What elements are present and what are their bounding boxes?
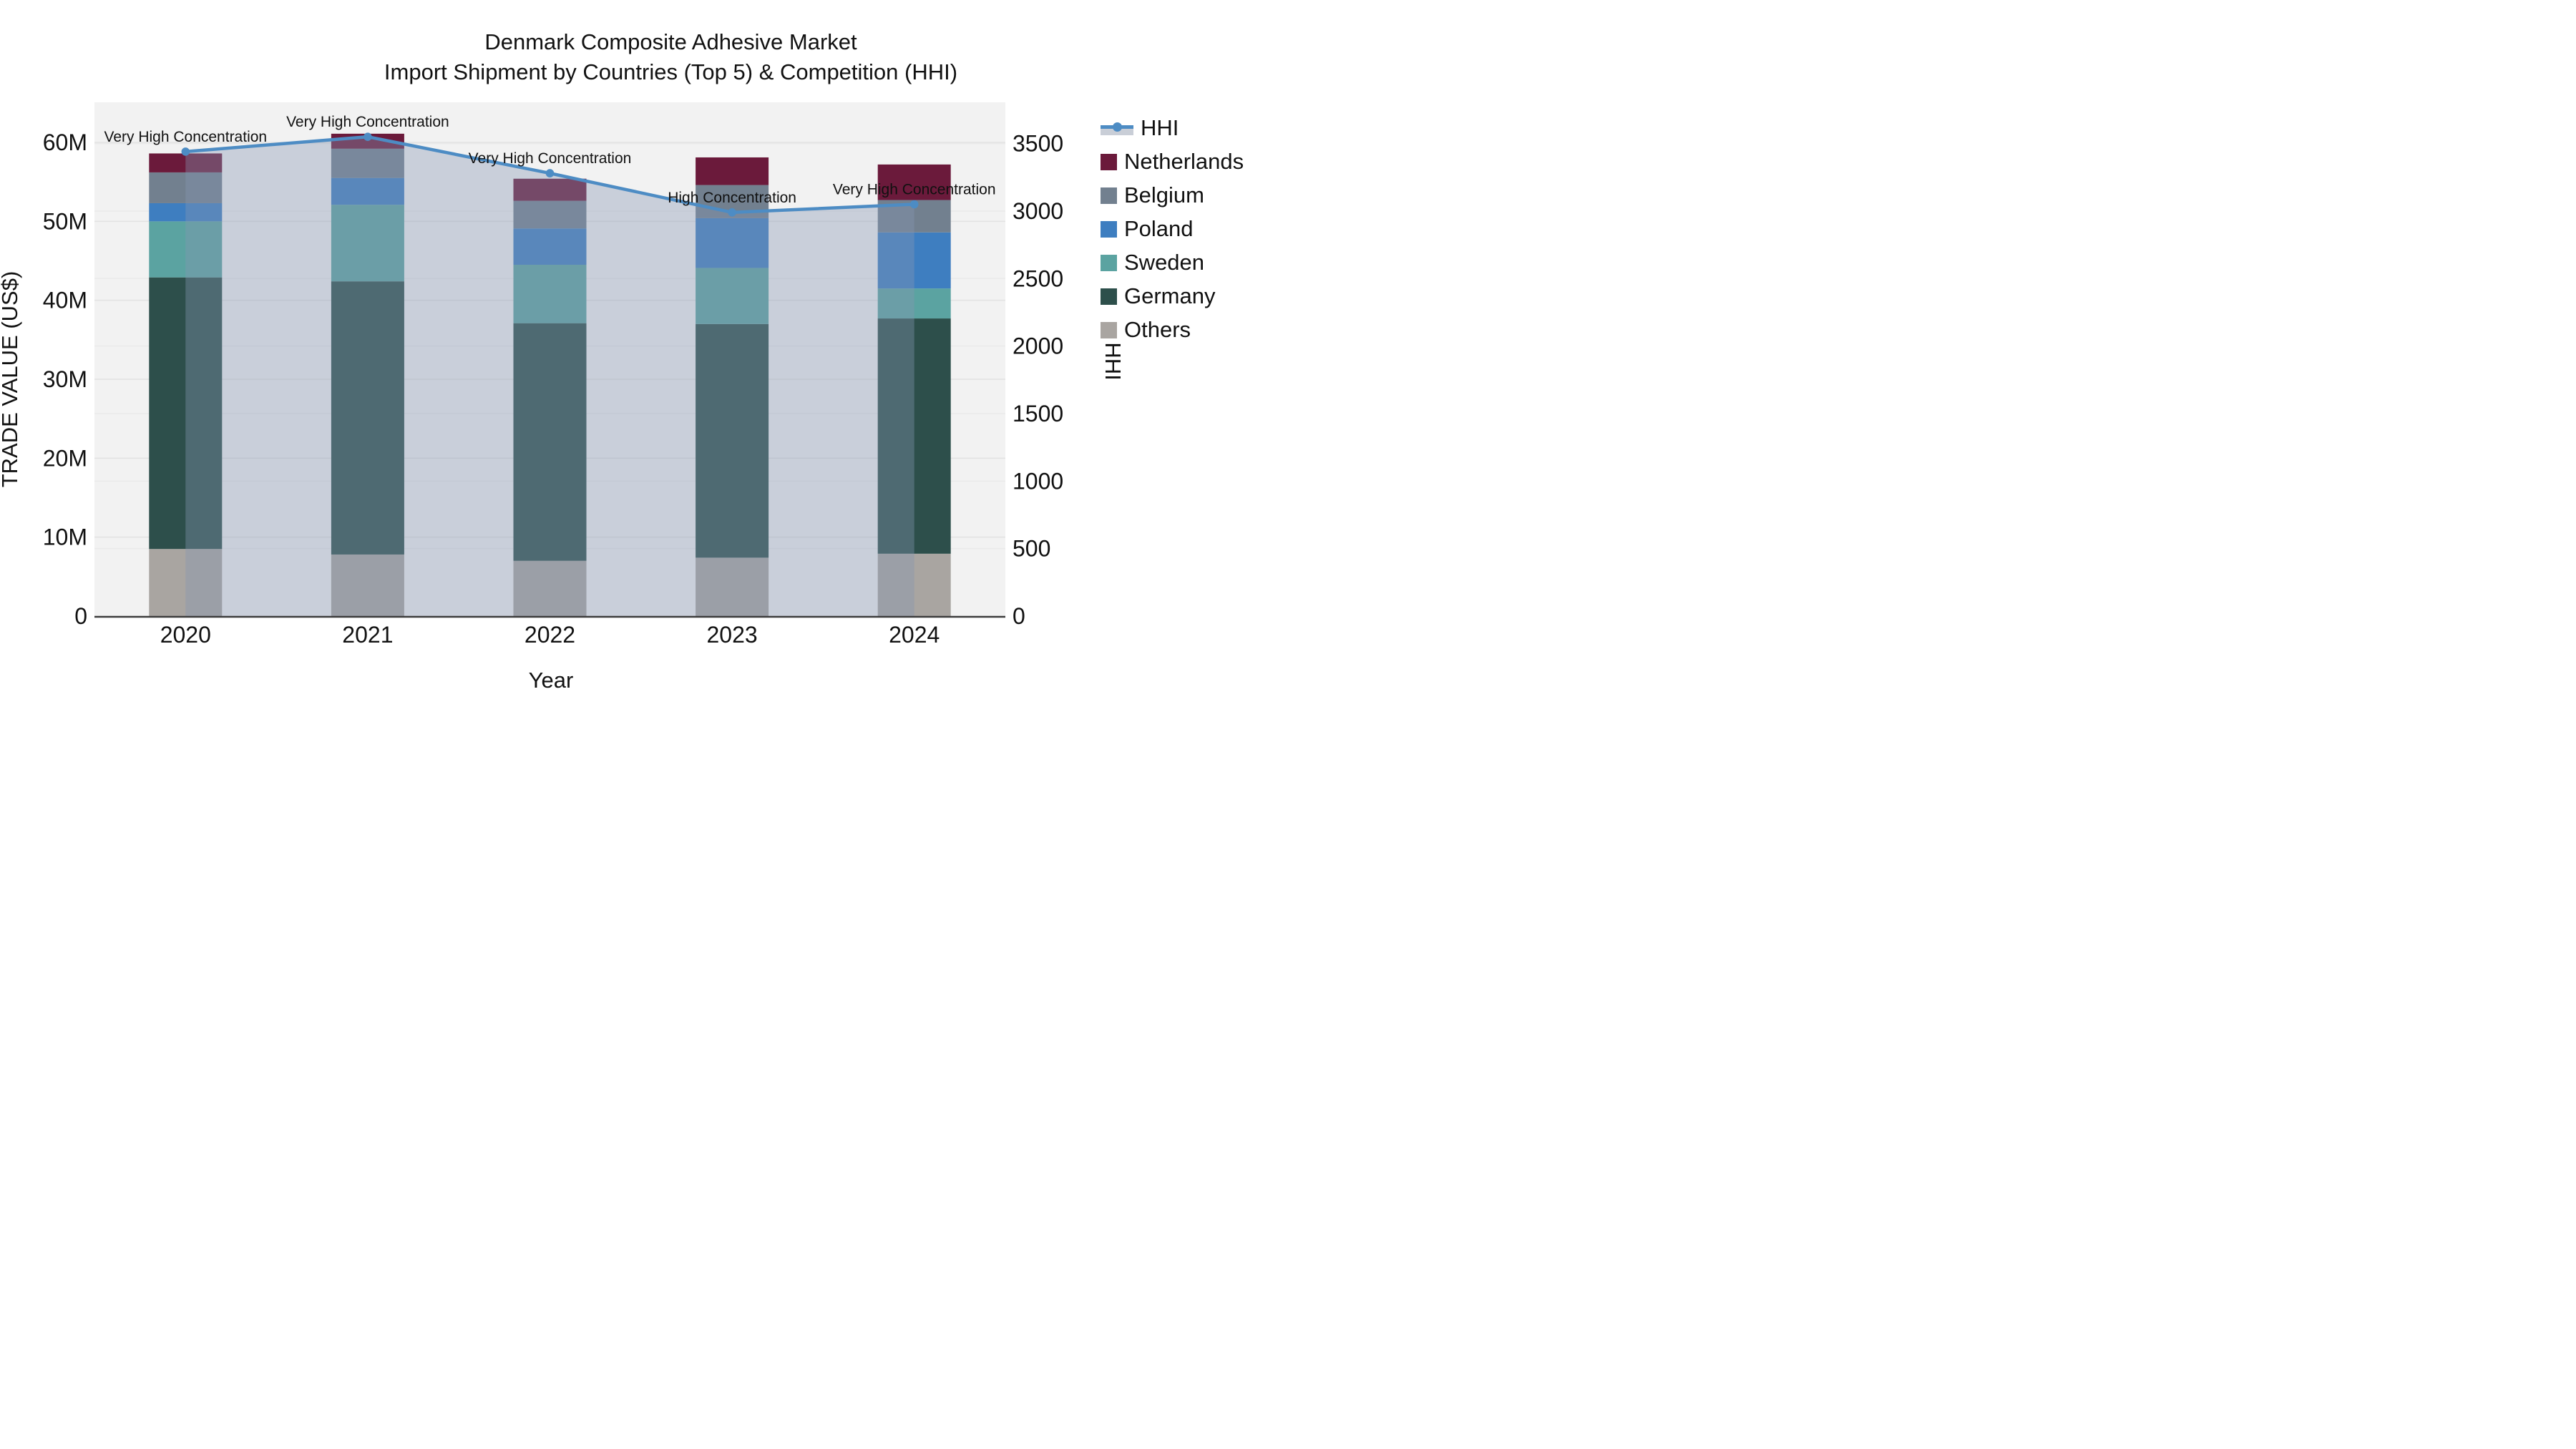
chart-title-line1: Denmark Composite Adhesive Market [484, 29, 857, 54]
chart-title-line2: Import Shipment by Countries (Top 5) & C… [384, 59, 958, 84]
annotation-2021: Very High Concentration [286, 114, 449, 130]
bar-segment-sweden-2021[interactable] [331, 205, 404, 282]
legend-swatch-belgium [1101, 187, 1117, 204]
bar-segment-others-2020[interactable] [149, 549, 223, 616]
y-left-tick-60M: 60M [43, 130, 87, 155]
bar-segment-belgium-2020[interactable] [149, 172, 223, 203]
bar-segment-others-2022[interactable] [513, 560, 587, 616]
legend-hhi-line-icon [1101, 119, 1133, 137]
bar-segment-germany-2024[interactable] [877, 318, 951, 554]
legend-item-hhi[interactable]: HHI [1101, 117, 1244, 140]
hhi-marker-2022[interactable] [545, 169, 555, 177]
bar-segment-poland-2020[interactable] [149, 203, 223, 222]
x-tick-2022: 2022 [525, 622, 575, 648]
legend-label-sweden: Sweden [1124, 250, 1205, 275]
y-right-tick-1500: 1500 [1013, 401, 1063, 426]
hhi-marker-2020[interactable] [181, 147, 190, 156]
legend-label-netherlands: Netherlands [1124, 149, 1244, 174]
legend-item-netherlands[interactable]: Netherlands [1101, 150, 1244, 173]
bar-segment-others-2021[interactable] [331, 554, 404, 616]
chart-title: Denmark Composite Adhesive Market Import… [54, 27, 1288, 87]
y-right-axis-title: HHI [1101, 342, 1126, 380]
legend-swatch-poland [1101, 220, 1117, 238]
bar-segment-germany-2021[interactable] [331, 281, 404, 555]
y-right-tick-3000: 3000 [1013, 198, 1063, 224]
figure: Denmark Composite Adhesive Market Import… [0, 0, 1288, 725]
y-left-tick-30M: 30M [43, 366, 87, 392]
hhi-marker-2023[interactable] [728, 208, 736, 217]
legend-item-others[interactable]: Others [1101, 318, 1244, 341]
x-tick-2020: 2020 [160, 622, 211, 648]
legend-swatch-germany [1101, 288, 1117, 305]
annotation-2022: Very High Concentration [469, 150, 632, 167]
bar-segment-sweden-2020[interactable] [149, 221, 223, 278]
bar-segment-poland-2023[interactable] [696, 218, 769, 268]
x-tick-2023: 2023 [707, 622, 758, 648]
y-left-tick-0: 0 [74, 603, 87, 629]
y-left-tick-50M: 50M [43, 208, 87, 234]
hhi-marker-2024[interactable] [909, 200, 919, 209]
legend-swatch-sweden [1101, 254, 1117, 271]
legend-label-hhi: HHI [1141, 115, 1179, 140]
legend-label-others: Others [1124, 317, 1191, 342]
legend-item-poland[interactable]: Poland [1101, 218, 1244, 240]
y-left-tick-40M: 40M [43, 288, 87, 313]
bar-segment-poland-2022[interactable] [513, 228, 587, 265]
x-tick-2024: 2024 [889, 622, 940, 648]
y-right-tick-3500: 3500 [1013, 131, 1063, 157]
bar-segment-others-2024[interactable] [877, 553, 951, 616]
bar-segment-poland-2024[interactable] [877, 232, 951, 289]
legend-item-sweden[interactable]: Sweden [1101, 251, 1244, 274]
legend-label-germany: Germany [1124, 283, 1216, 308]
legend-swatch-netherlands [1101, 153, 1117, 170]
y-left-axis-title: TRADE VALUE (US$) [0, 271, 22, 488]
y-right-tick-0: 0 [1013, 603, 1025, 629]
legend-item-germany[interactable]: Germany [1101, 285, 1244, 308]
legend-label-belgium: Belgium [1124, 182, 1204, 208]
bar-segment-sweden-2022[interactable] [513, 265, 587, 323]
y-left-tick-20M: 20M [43, 445, 87, 471]
y-right-tick-500: 500 [1013, 536, 1050, 562]
bar-segment-belgium-2021[interactable] [331, 148, 404, 178]
bar-segment-netherlands-2024[interactable] [877, 164, 951, 200]
legend: HHI Netherlands Belgium Poland Sweden Germany… [1101, 117, 1244, 341]
bar-segment-germany-2020[interactable] [149, 277, 223, 550]
bar-segment-netherlands-2022[interactable] [513, 178, 587, 201]
hhi-marker-2021[interactable] [364, 132, 372, 141]
bar-segment-others-2023[interactable] [696, 557, 769, 616]
bar-segment-sweden-2023[interactable] [696, 268, 769, 324]
bar-segment-netherlands-2020[interactable] [149, 153, 223, 172]
hhi-area-fill [185, 137, 914, 616]
bar-segment-netherlands-2023[interactable] [696, 157, 769, 185]
bar-segment-sweden-2024[interactable] [877, 288, 951, 319]
chart-plot: Very High Concentration Very High Concent… [0, 102, 1126, 693]
bar-segment-belgium-2022[interactable] [513, 200, 587, 229]
y-right-tick-1000: 1000 [1013, 468, 1063, 494]
x-axis-title: Year [529, 668, 574, 693]
x-tick-2021: 2021 [342, 622, 393, 648]
bar-segment-poland-2021[interactable] [331, 177, 404, 205]
y-right-tick-2500: 2500 [1013, 265, 1063, 291]
legend-swatch-others [1101, 321, 1117, 338]
annotation-2024: Very High Concentration [833, 182, 996, 198]
annotation-2020: Very High Concentration [104, 129, 267, 145]
annotation-2023: High Concentration [668, 190, 796, 206]
legend-item-belgium[interactable]: Belgium [1101, 184, 1244, 207]
bar-segment-germany-2022[interactable] [513, 323, 587, 561]
y-right-tick-2000: 2000 [1013, 333, 1063, 359]
y-left-tick-10M: 10M [43, 525, 87, 550]
bar-segment-germany-2023[interactable] [696, 323, 769, 558]
legend-label-poland: Poland [1124, 216, 1194, 241]
